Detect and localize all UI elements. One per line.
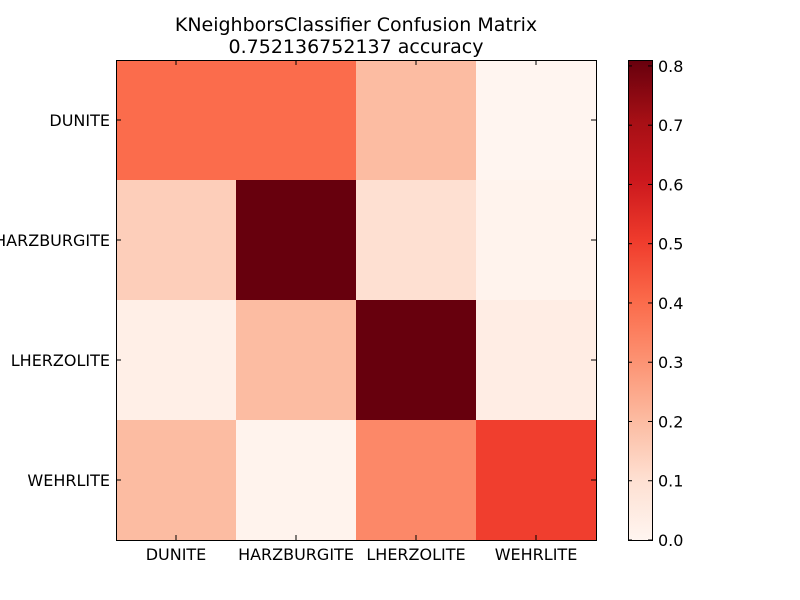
heatmap-cell-0-1 [236, 60, 357, 181]
heatmap-frame [116, 60, 597, 541]
heatmap-cell-2-3 [476, 300, 597, 421]
colorbar-tick-label-0: 0.0 [658, 531, 683, 550]
y-tick-label-1: HARZBURGITE [0, 231, 110, 250]
colorbar-tick-label-2: 0.2 [658, 412, 683, 431]
x-tick-label-3: WEHRLITE [495, 545, 578, 564]
y-tick-label-0: DUNITE [49, 111, 110, 130]
heatmap-cell-0-0 [116, 60, 237, 181]
colorbar-ticks: 0.0 0.1 0.2 0.3 0.4 0.5 0.6 0.7 0.8 [628, 57, 683, 550]
x-tick-label-0: DUNITE [146, 545, 207, 564]
colorbar-tick-label-5: 0.5 [658, 235, 683, 254]
colorbar [628, 60, 652, 540]
colorbar-tick-label-3: 0.3 [658, 353, 683, 372]
heatmap-cell-1-2 [356, 180, 477, 301]
heatmap-cells [116, 60, 597, 541]
chart-subtitle: 0.752136752137 accuracy [229, 36, 484, 58]
colorbar-tick-label-1: 0.1 [658, 472, 683, 491]
heatmap-cell-3-0 [116, 420, 237, 541]
colorbar-frame [628, 60, 653, 541]
heatmap-cell-2-2 [356, 300, 477, 421]
heatmap-labels: DUNITE HARZBURGITE LHERZOLITE WEHRLITE DUNIT… [0, 111, 577, 564]
y-tick-label-2: LHERZOLITE [11, 351, 110, 370]
y-tick-label-3: WEHRLITE [27, 471, 110, 490]
heatmap-cell-3-2 [356, 420, 477, 541]
x-tick-label-2: LHERZOLITE [366, 545, 465, 564]
heatmap-cell-0-3 [476, 60, 597, 181]
heatmap-cell-3-3 [476, 420, 597, 541]
x-tick-label-1: HARZBURGITE [238, 545, 354, 564]
heatmap-cell-3-1 [236, 420, 357, 541]
heatmap-cell-1-1 [236, 180, 357, 301]
heatmap-cell-1-3 [476, 180, 597, 301]
heatmap-cell-2-0 [116, 300, 237, 421]
colorbar-tick-label-4: 0.4 [658, 294, 683, 313]
heatmap-cell-0-2 [356, 60, 477, 181]
colorbar-tick-label-8: 0.8 [658, 57, 683, 76]
heatmap-cell-1-0 [116, 180, 237, 301]
colorbar-tick-label-6: 0.6 [658, 175, 683, 194]
chart-title: KNeighborsClassifier Confusion Matrix [175, 14, 537, 36]
heatmap-cell-2-1 [236, 300, 357, 421]
colorbar-tick-label-7: 0.7 [658, 116, 683, 135]
